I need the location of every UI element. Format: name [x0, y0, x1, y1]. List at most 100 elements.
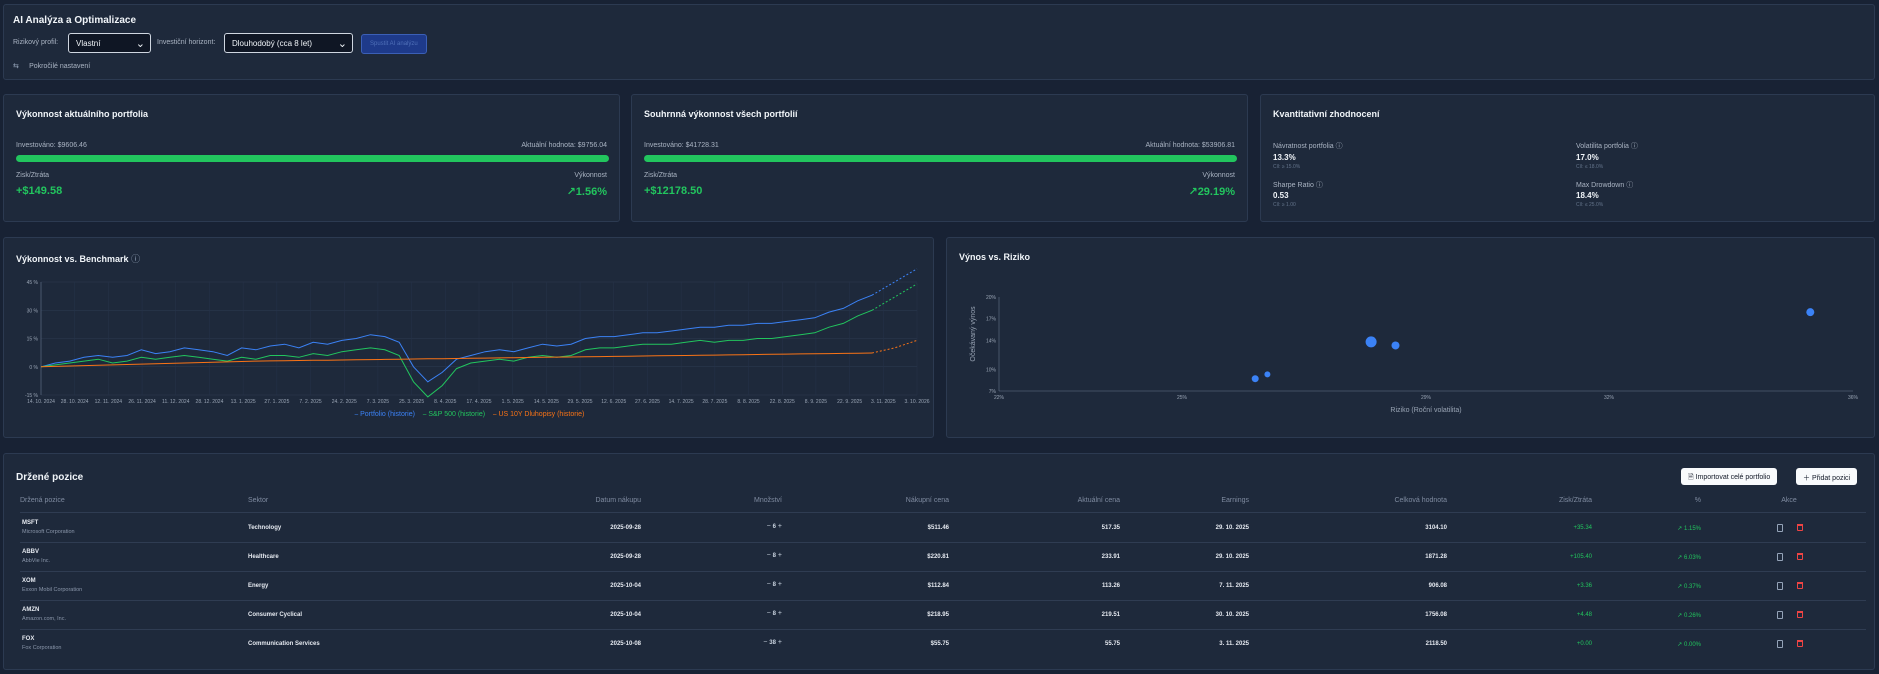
current-progress-bar	[16, 155, 609, 162]
trash-icon[interactable]	[1797, 553, 1803, 560]
current-portfolio-card: Výkonnost aktuálního portfolia Investová…	[3, 94, 620, 222]
x-tick-label: 8. 4. 2025	[434, 399, 456, 405]
import-portfolio-button[interactable]: 🗎 Importovat celé portfolio	[1681, 468, 1778, 485]
current-price: 55.75	[1104, 641, 1120, 647]
x-tick-label: 8. 8. 2025	[737, 399, 759, 405]
quantity-value: 6	[772, 524, 776, 530]
scatter-point	[1251, 375, 1259, 383]
x-tick-label: 14. 5. 2025	[534, 399, 559, 405]
plus-icon[interactable]: +	[777, 639, 782, 646]
y-tick-label: 30 %	[27, 308, 39, 314]
sharpe-target: Cíl: ≥ 1.00	[1273, 202, 1296, 208]
document-icon[interactable]	[1777, 611, 1783, 619]
company-name: Amazon.com, Inc.	[22, 616, 67, 622]
earnings-date: 29. 10. 2025	[1215, 525, 1249, 531]
x-tick-label: 22. 8. 2025	[770, 399, 795, 405]
plus-icon[interactable]: +	[777, 581, 782, 588]
trash-icon[interactable]	[1797, 524, 1803, 531]
horizon-select[interactable]: Dlouhodobý (cca 8 let) ⌄	[224, 33, 353, 53]
minus-icon[interactable]: −	[766, 523, 771, 530]
document-icon[interactable]	[1777, 524, 1783, 532]
x-tick-label: 7. 2. 2025	[299, 399, 321, 405]
plus-icon[interactable]: +	[777, 552, 782, 559]
benchmark-card: Výkonnost vs. Benchmark ⓘ -15 % 0 % 15 % 30…	[3, 237, 934, 438]
series-line	[40, 352, 873, 368]
column-header: Earnings	[1221, 497, 1249, 504]
y-tick-label: 15 %	[27, 337, 39, 343]
percent-change: ↗ 6.03%	[1677, 555, 1701, 561]
profit-loss: +35.34	[1573, 525, 1592, 531]
scatter-point	[1264, 371, 1271, 378]
y-axis-label: Očekávaný výnos	[970, 306, 977, 362]
sector: Communication Services	[248, 641, 320, 647]
file-icon: 🗎	[1688, 474, 1694, 481]
minus-icon[interactable]: −	[766, 610, 771, 617]
plus-icon[interactable]: +	[777, 610, 782, 617]
ticker: XOM	[22, 578, 36, 584]
return-value: 13.3%	[1273, 153, 1296, 162]
vol-label: Volatilita portfolia ⓘ	[1576, 143, 1638, 150]
quant-title: Kvantitativní zhodnocení	[1273, 109, 1380, 119]
current-invested: Investováno: $9606.46	[16, 142, 87, 149]
purchase-price: $55.75	[930, 641, 949, 647]
benchmark-chart: -15 % 0 % 15 % 30 % 45 % 14. 10. 2024 28. 10. …	[25, 268, 930, 405]
total-perf-label: Výkonnost	[1202, 172, 1235, 179]
trash-icon[interactable]	[1797, 611, 1803, 618]
x-tick-label: 27. 1. 2025	[264, 399, 289, 405]
benchmark-legend: ⎯ Portfolio (historie) ⎯ S&P 500 (histor…	[4, 411, 935, 419]
chevron-down-icon: ⌄	[135, 38, 145, 50]
vol-target: Cíl: ≤ 18.0%	[1576, 164, 1604, 170]
column-header: Zisk/Ztráta	[1558, 497, 1592, 504]
info-icon: ⓘ	[131, 254, 141, 264]
document-icon[interactable]	[1777, 582, 1783, 590]
quantity-stepper[interactable]: − 8 +	[734, 610, 782, 617]
purchase-price: $220.81	[927, 554, 949, 560]
trash-icon[interactable]	[1797, 582, 1803, 589]
document-icon[interactable]	[1777, 640, 1783, 648]
ticker: AMZN	[22, 607, 40, 613]
company-name: AbbVie Inc.	[22, 558, 51, 564]
x-tick-label: 14. 7. 2025	[669, 399, 694, 405]
sliders-icon: ⇆	[13, 63, 19, 70]
info-icon: ⓘ	[1315, 182, 1323, 189]
quantity-stepper[interactable]: − 6 +	[734, 523, 782, 530]
plus-icon[interactable]: +	[777, 523, 782, 530]
projection-line	[871, 268, 918, 296]
ticker: MSFT	[22, 520, 39, 526]
y-tick-label: 10%	[986, 367, 997, 373]
trash-icon[interactable]	[1797, 640, 1803, 647]
quantity-stepper[interactable]: − 8 +	[734, 552, 782, 559]
sector: Technology	[248, 525, 282, 531]
percent-change: ↗ 0.37%	[1677, 584, 1701, 590]
quantity-stepper[interactable]: − 38 +	[734, 639, 782, 646]
sector: Consumer Cyclical	[248, 612, 303, 618]
add-position-button[interactable]: ＋ Přidat pozici	[1796, 468, 1858, 485]
document-icon[interactable]	[1777, 553, 1783, 561]
risk-profile-select[interactable]: Vlastní ⌄	[68, 33, 151, 53]
x-tick-label: 22%	[994, 395, 1005, 401]
minus-icon[interactable]: −	[763, 639, 768, 646]
scatter-point	[1806, 308, 1815, 317]
risk-return-chart: 7% 10% 14% 17% 20% 22% 25% 29% 32% 36% Riziko (Roč…	[970, 295, 1859, 414]
purchase-price: $112.84	[927, 583, 949, 589]
column-header: Držená pozice	[20, 497, 65, 504]
quantity-value: 8	[772, 611, 776, 617]
vol-value: 17.0%	[1576, 153, 1599, 162]
run-ai-analysis-button[interactable]: Spustit AI analýzu	[361, 34, 427, 54]
advanced-settings-toggle[interactable]: ⇆ Pokročilé nastavení	[13, 61, 90, 70]
x-tick-label: 28. 10. 2024	[61, 399, 89, 405]
column-header: Množství	[753, 497, 782, 504]
column-header: %	[1694, 497, 1701, 504]
x-tick-label: 7. 3. 2025	[367, 399, 389, 405]
holdings-title: Držené pozice	[16, 472, 84, 483]
return-label: Návratnost portfolia ⓘ	[1273, 143, 1343, 150]
x-tick-label: 12. 6. 2025	[601, 399, 626, 405]
column-header: Datum nákupu	[595, 497, 641, 504]
minus-icon[interactable]: −	[766, 552, 771, 559]
ai-title: AI Analýza a Optimalizace	[13, 15, 137, 26]
info-icon: ⓘ	[1630, 143, 1638, 150]
current-price: 517.35	[1101, 525, 1120, 531]
total-pl-label: Zisk/Ztráta	[644, 172, 678, 179]
minus-icon[interactable]: −	[766, 581, 771, 588]
quantity-stepper[interactable]: − 8 +	[734, 581, 782, 588]
